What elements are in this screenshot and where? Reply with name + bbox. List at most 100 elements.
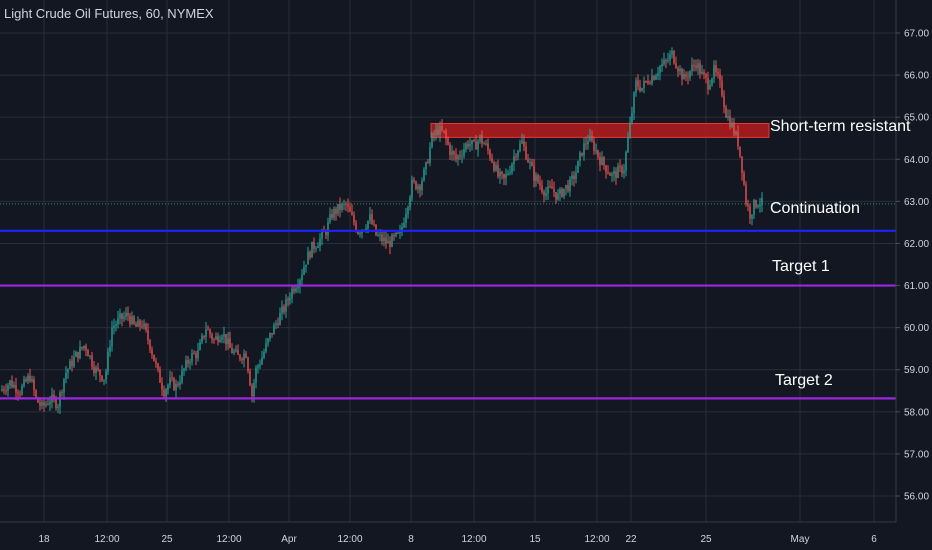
candle-body — [481, 135, 483, 144]
y-tick-label: 59.00 — [904, 365, 929, 376]
candle-body — [349, 206, 351, 212]
candle-body — [753, 200, 755, 215]
candle-body — [151, 349, 153, 355]
candle-body — [135, 323, 137, 327]
target-1-label: Target 1 — [772, 258, 830, 275]
x-tick-label: 25 — [161, 534, 173, 545]
candle-body — [61, 392, 63, 394]
y-tick-label: 66.00 — [904, 71, 929, 82]
candle-body — [413, 179, 415, 182]
candle-body — [287, 299, 289, 301]
candle-body — [35, 390, 37, 398]
candle-body — [407, 207, 409, 215]
candle-body — [113, 326, 115, 328]
candle-body — [601, 157, 603, 166]
candle-body — [653, 76, 655, 80]
candle-body — [29, 375, 31, 381]
candle-body — [101, 375, 103, 381]
x-tick-label: 12:00 — [337, 534, 362, 545]
candle-body — [669, 54, 671, 61]
candle-body — [181, 370, 183, 383]
candle-body — [761, 197, 763, 206]
candle-body — [665, 59, 667, 61]
y-axis[interactable]: 67.00 66.00 65.00 64.00 63.00 62.00 61.00 60.00… — [895, 0, 932, 550]
candle-body — [3, 389, 5, 391]
candle-body — [545, 193, 547, 196]
candle-body — [199, 342, 201, 350]
candle-body — [535, 175, 537, 181]
candle-body — [163, 389, 165, 397]
candle-body — [399, 230, 401, 233]
candle-body — [625, 152, 627, 171]
candle-body — [685, 74, 687, 77]
candle-body — [83, 345, 85, 349]
candle-body — [53, 394, 55, 399]
candle-body — [733, 122, 735, 135]
candle-body — [255, 367, 257, 383]
candle-body — [471, 140, 473, 145]
candle-body — [739, 146, 741, 157]
candle-body — [675, 63, 677, 68]
candle-body — [645, 81, 647, 83]
candle-body — [79, 346, 81, 359]
candle-body — [343, 203, 345, 205]
candle-body — [715, 65, 717, 73]
continuation-label: Continuation — [770, 200, 860, 217]
y-tick-label: 58.00 — [904, 407, 929, 418]
candle-body — [157, 363, 159, 370]
candle-body — [271, 333, 273, 335]
candle-body — [501, 171, 503, 175]
candle-body — [319, 238, 321, 247]
candle-body — [579, 152, 581, 161]
candle-body — [75, 351, 77, 357]
candle-body — [391, 234, 393, 247]
y-tick-label: 62.00 — [904, 239, 929, 250]
candle-body — [11, 380, 13, 388]
candle-body — [489, 150, 491, 159]
x-tick-label: 12:00 — [461, 534, 486, 545]
candle-body — [335, 208, 337, 214]
candle-body — [299, 280, 301, 287]
candles — [1, 47, 763, 415]
candle-body — [503, 174, 505, 179]
candle-body — [165, 389, 167, 397]
resistance-label: Short-term resistant — [770, 118, 911, 135]
x-axis[interactable]: 18 12:00 25 12:00 Apr 12:00 8 12:00 15 12:00 22 25 M… — [0, 521, 932, 550]
candle-body — [115, 324, 117, 327]
candle-body — [45, 403, 47, 406]
candle-body — [379, 234, 381, 236]
candle-body — [627, 137, 629, 153]
candle-body — [417, 185, 419, 189]
candle-body — [523, 140, 525, 147]
candle-body — [377, 234, 379, 236]
candle-body — [569, 178, 571, 192]
candle-body — [747, 204, 749, 207]
candle-body — [309, 251, 311, 258]
resistance-zone[interactable] — [430, 122, 770, 138]
candle-body — [577, 160, 579, 173]
candle-body — [595, 150, 597, 152]
candle-body — [605, 165, 607, 173]
candle-body — [587, 141, 589, 145]
candle-body — [395, 232, 397, 236]
candle-body — [247, 357, 249, 372]
candle-body — [525, 146, 527, 160]
candle-body — [149, 340, 151, 350]
candle-body — [213, 339, 215, 341]
candle-body — [155, 361, 157, 364]
candle-body — [27, 375, 29, 382]
candle-body — [597, 150, 599, 157]
candle-body — [667, 60, 669, 62]
candle-body — [197, 349, 199, 359]
candle-body — [591, 136, 593, 141]
candle-body — [429, 147, 431, 163]
candle-body — [169, 377, 171, 386]
candle-body — [465, 143, 467, 150]
candle-body — [681, 68, 683, 80]
candle-body — [219, 339, 221, 342]
candle-body — [513, 156, 515, 164]
candle-body — [21, 385, 23, 395]
candle-body — [677, 67, 679, 72]
candle-body — [351, 211, 353, 215]
